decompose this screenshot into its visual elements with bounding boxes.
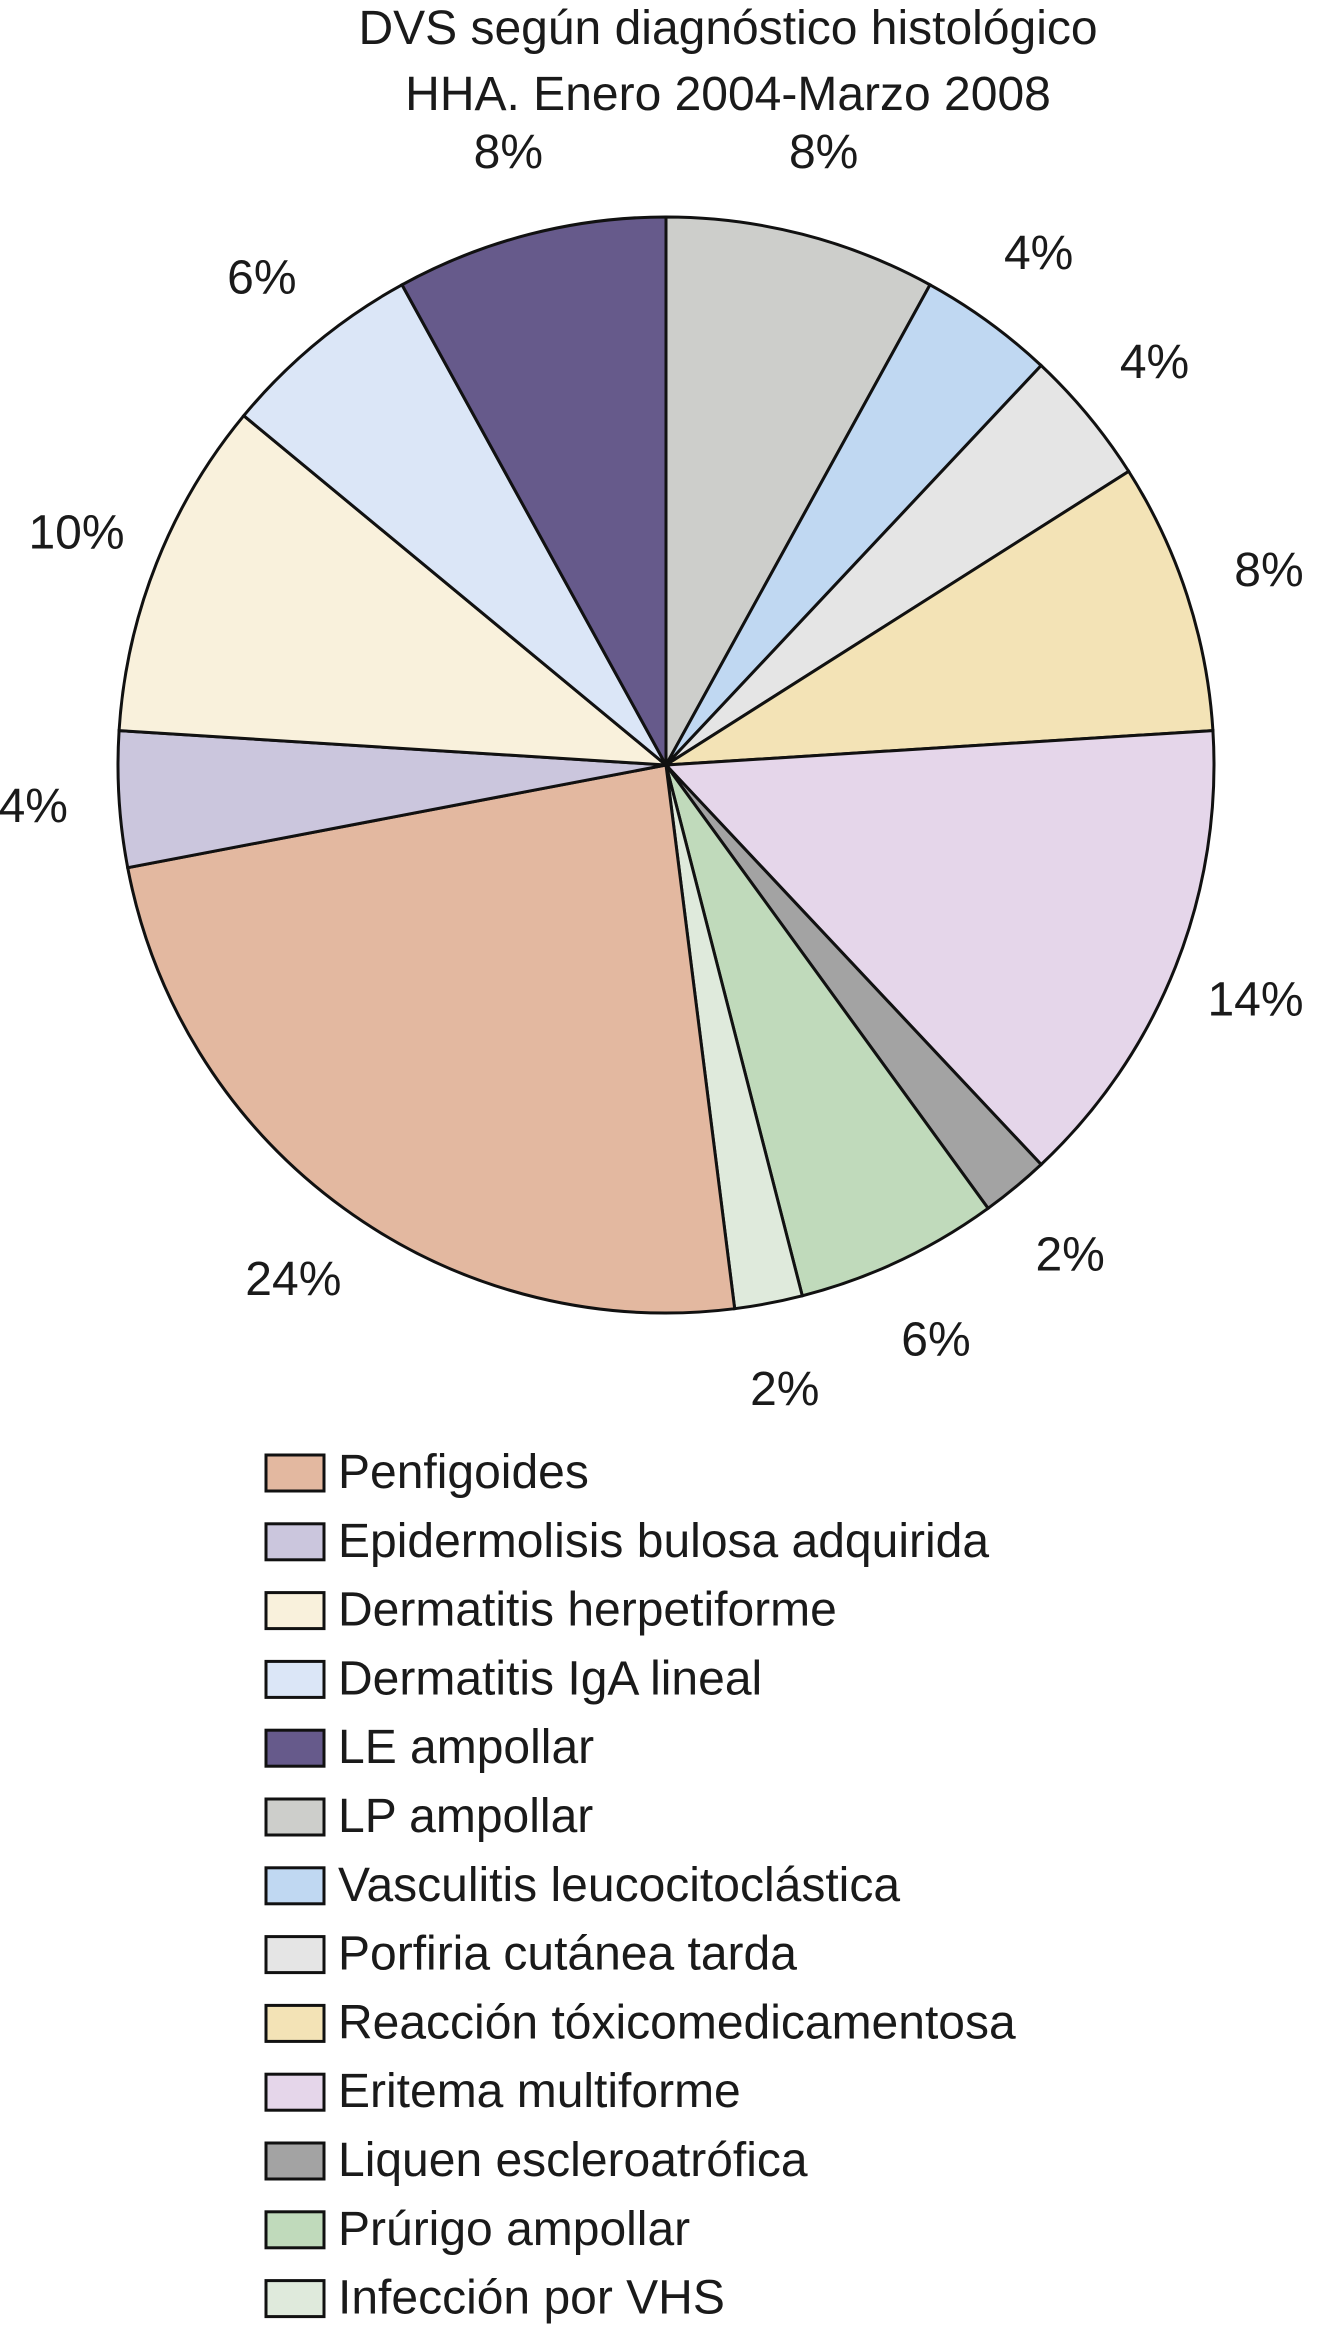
legend-swatch-infeccion-por-vhs [264,2279,326,2319]
pie-percentage-labels: 8% 4% 4% 8% 14% 2% 6% 2% 24% 4% 10% 6% 8% [0,126,1304,1416]
legend-swatch-dermatitis-herpetiforme [264,1591,326,1631]
legend-label-epidermolisis-bulosa-adquirida: Epidermolisis bulosa adquirida [338,1515,989,1568]
legend-label-infeccion-por-vhs: Infección por VHS [338,2272,725,2325]
legend-swatch-eritema-multiforme [264,2072,326,2112]
legend-label-liquen-escleroatrofica: Liquen escleroatrófica [338,2134,808,2187]
legend-swatch-epidermolisis-bulosa-adquirida [264,1522,326,1562]
pie-label-eritema-multiforme: 14% [1207,973,1303,1026]
legend-label-reaccion-toxicomedicamentosa: Reacción tóxicomedicamentosa [338,1996,1016,2049]
pie-label-le-ampollar: 8% [474,126,543,179]
pie-label-penfigoides: 24% [245,1253,341,1306]
legend-swatch-penfigoides [264,1453,326,1493]
pie-label-dermatitis-herpetiforme: 10% [28,507,124,560]
pie-slice-reaccion-toxicomedicamentosa [665,469,1215,767]
pie-slice-dermatitis-herpetiforme [117,413,671,767]
pie-label-liquen-escleroatrofica: 2% [1035,1229,1104,1282]
chart-title-line-1: DVS según diagnóstico histológico [358,2,1097,55]
chart-title: DVS según diagnóstico histológico HHA. E… [358,2,1097,121]
legend-swatch-vasculitis-leucocitoclastica [264,1866,326,1906]
pie-slices [116,215,1216,1315]
legend-label-porfiria-cutanea-tarda: Porfiria cutánea tarda [338,1928,797,1981]
legend-swatch-prurigo-ampollar [264,2210,326,2250]
legend-label-dermatitis-iga-lineal: Dermatitis IgA lineal [338,1652,762,1705]
pie-label-vasculitis-leucocitoclastica: 4% [1004,227,1073,280]
chart-title-line-2: HHA. Enero 2004-Marzo 2008 [405,68,1051,121]
legend-swatch-reaccion-toxicomedicamentosa [264,2003,326,2043]
pie-slice-eritema-multiforme [662,728,1216,1167]
legend-swatch-dermatitis-iga-lineal [264,1659,326,1699]
legend-label-dermatitis-herpetiforme: Dermatitis herpetiforme [338,1584,837,1637]
pie-label-reaccion-toxicomedicamentosa: 8% [1234,544,1303,597]
legend-swatch-lp-ampollar [264,1797,326,1837]
pie-label-infeccion-por-vhs: 2% [750,1363,819,1416]
legend-label-prurigo-ampollar: Prúrigo ampollar [338,2203,690,2256]
legend-label-penfigoides: Penfigoides [338,1446,589,1499]
pie-slice-le-ampollar [399,215,668,766]
pie-label-lp-ampollar: 8% [789,126,858,179]
legend-label-vasculitis-leucocitoclastica: Vasculitis leucocitoclástica [338,1859,900,1912]
pie-label-dermatitis-iga-lineal: 6% [227,251,296,304]
legend-label-le-ampollar: LE ampollar [338,1721,594,1774]
pie-label-porfiria-cutanea-tarda: 4% [1120,336,1189,389]
legend: Penfigoides Epidermolisis bulosa adquirid… [264,1446,1016,2325]
pie-slice-penfigoides [125,763,737,1315]
pie-label-prurigo-ampollar: 6% [901,1314,970,1367]
legend-swatch-le-ampollar [264,1728,326,1768]
legend-label-eritema-multiforme: Eritema multiforme [338,2065,741,2118]
legend-label-lp-ampollar: LP ampollar [338,1790,593,1843]
pie-slice-dermatitis-iga-lineal [241,282,668,767]
pie-slice-lp-ampollar [664,215,933,766]
pie-slice-prurigo-ampollar [664,764,991,1298]
pie-label-epidermolisis-bulosa-adquirida: 4% [0,780,68,833]
legend-swatch-porfiria-cutanea-tarda [264,1935,326,1975]
legend-swatch-liquen-escleroatrofica [264,2141,326,2181]
